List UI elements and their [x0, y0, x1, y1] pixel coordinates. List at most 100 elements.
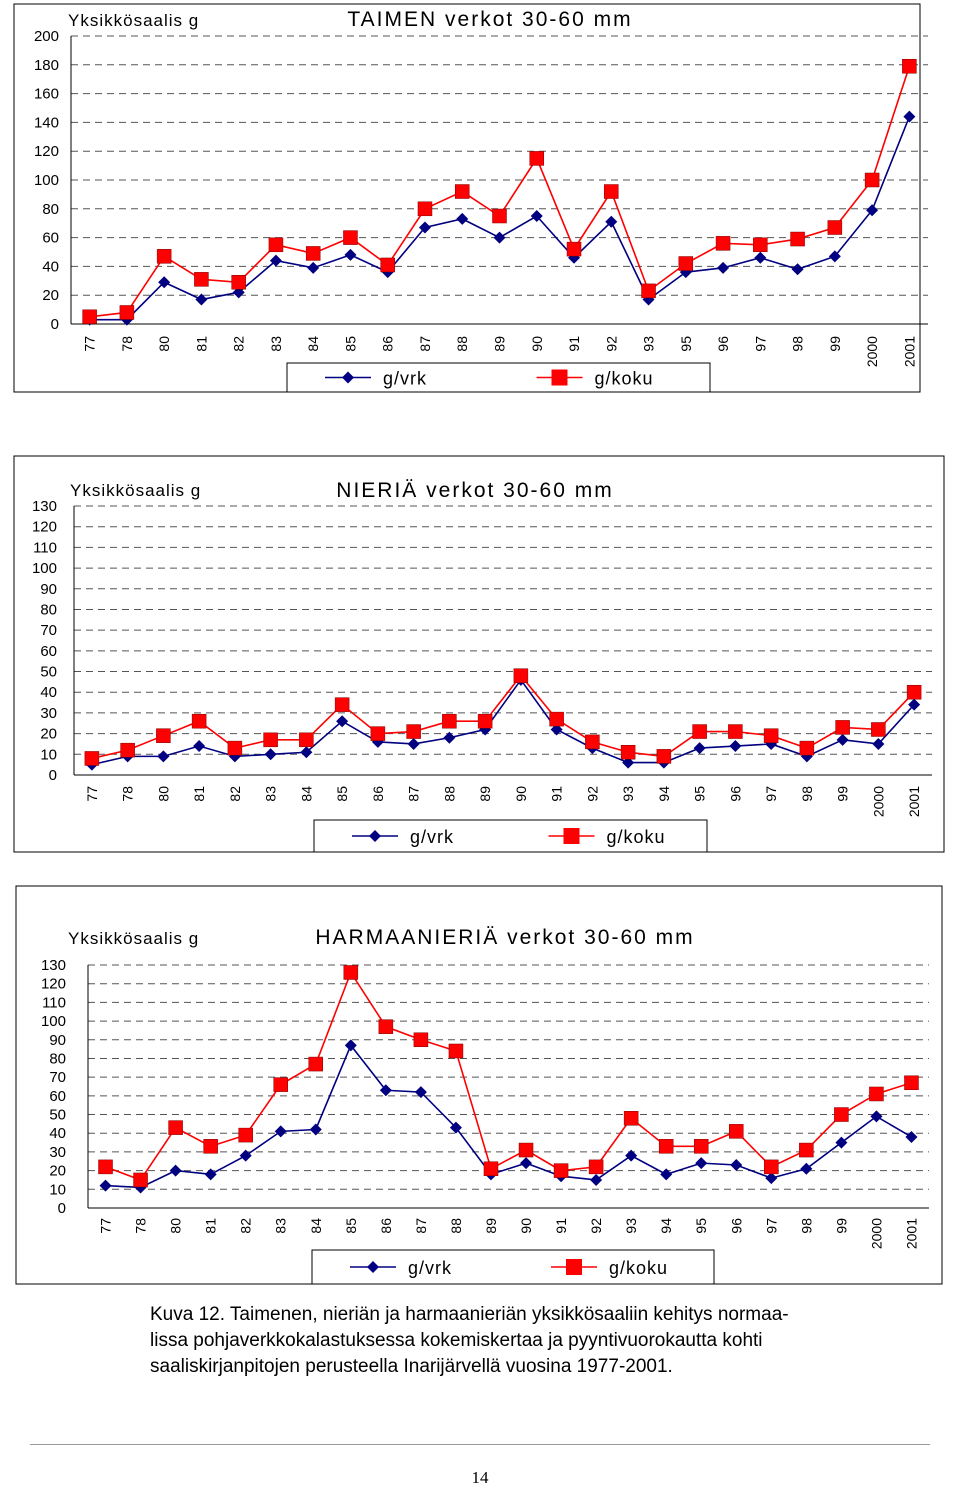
caption-line-2: lissa pohjaverkkokalastuksessa kokemiske… — [150, 1330, 763, 1351]
data-point — [799, 1142, 814, 1158]
data-point — [193, 740, 206, 753]
x-tick-label: 78 — [119, 336, 135, 352]
data-point — [119, 305, 135, 320]
legend-label: g/koku — [607, 827, 666, 847]
x-tick-label: 98 — [790, 336, 806, 352]
series-g-vrk — [85, 673, 921, 771]
data-point — [869, 1086, 884, 1102]
x-tick-label: 78 — [120, 786, 136, 802]
data-point — [620, 744, 636, 760]
y-tick-label: 90 — [49, 1032, 66, 1049]
legend-marker — [566, 1259, 582, 1275]
y-tick-label: 50 — [49, 1107, 66, 1124]
x-tick-label: 89 — [483, 1218, 499, 1234]
data-point — [493, 231, 506, 244]
data-point — [414, 1086, 427, 1099]
data-point — [902, 58, 917, 74]
data-point — [379, 1084, 392, 1097]
data-point — [299, 732, 314, 748]
data-point — [82, 309, 97, 325]
figure-caption: Kuva 12. Taimenen, nieriän ja harmaanier… — [150, 1302, 950, 1380]
x-tick-labels: 77 78 80 81 82 83 84 85 86 87 88 89 90 91 92 93 94 95 96 97… — [98, 1218, 920, 1249]
data-point — [864, 172, 880, 188]
y-tick-label: 30 — [49, 1144, 66, 1161]
x-tick-label: 81 — [193, 336, 209, 352]
data-point — [156, 728, 171, 743]
x-tick-label: 99 — [835, 786, 851, 802]
data-point — [834, 1107, 849, 1122]
data-point — [448, 1043, 464, 1059]
data-point — [717, 261, 730, 274]
x-tick-label: 83 — [268, 336, 284, 352]
x-tick-label: 87 — [413, 1218, 429, 1234]
y-tick-label: 140 — [34, 114, 59, 131]
caption-line-3: saaliskirjanpitojen perusteella Inarijär… — [150, 1356, 673, 1377]
data-point — [908, 698, 921, 711]
y-tick-label: 80 — [42, 201, 59, 218]
data-point — [269, 254, 282, 267]
x-tick-label: 93 — [623, 1218, 639, 1234]
y-tick-label: 10 — [49, 1181, 66, 1198]
data-point — [309, 1123, 322, 1136]
x-tick-label: 2000 — [864, 336, 880, 367]
x-tick-label: 81 — [203, 1218, 219, 1234]
y-gridlines — [88, 964, 929, 1190]
data-point — [835, 720, 850, 735]
legend-label: g/koku — [609, 1258, 668, 1278]
data-point — [764, 1159, 779, 1175]
x-tick-label: 96 — [727, 786, 743, 802]
data-point — [336, 715, 349, 728]
x-tick-label: 85 — [343, 1218, 359, 1234]
data-point — [730, 1159, 743, 1172]
caption-line-1: Kuva 12. Taimenen, nieriän ja harmaanier… — [150, 1302, 950, 1328]
x-tick-label: 2000 — [870, 786, 886, 817]
data-point — [98, 1159, 113, 1175]
x-tick-label: 90 — [513, 786, 529, 802]
data-point — [344, 1039, 357, 1052]
data-point — [443, 731, 456, 744]
data-point — [871, 722, 886, 737]
data-point — [449, 1121, 462, 1134]
y-tick-label: 130 — [41, 957, 66, 974]
data-point — [156, 249, 172, 264]
x-tick-label: 96 — [715, 336, 731, 352]
series-line — [89, 65, 911, 318]
caption-prefix: Kuva 12. — [150, 1304, 225, 1325]
x-tick-label: 94 — [656, 786, 672, 802]
x-tick-label: 2001 — [906, 786, 922, 817]
y-tick-label: 110 — [42, 994, 66, 1011]
chart-2: 0 10 20 30 40 50 60 70 80 90 100 110 120 130 77 78 80 81 8… — [13, 455, 945, 853]
x-tick-label: 97 — [752, 336, 768, 352]
data-point — [168, 1120, 183, 1135]
x-tick-label: 91 — [566, 336, 582, 352]
x-tick-label: 92 — [584, 786, 600, 802]
x-tick-label: 84 — [305, 336, 321, 352]
x-tick-label: 91 — [553, 1218, 569, 1234]
x-tick-label: 97 — [763, 786, 779, 802]
data-point — [203, 1139, 218, 1154]
legend: g/vrk g/koku — [286, 362, 711, 393]
x-tick-label: 84 — [308, 1218, 324, 1234]
legend-marker — [367, 1261, 379, 1273]
data-point — [790, 231, 805, 247]
y-tick-label: 120 — [32, 519, 57, 536]
x-tick-label: 2000 — [868, 1218, 884, 1249]
x-tick-label: 92 — [603, 336, 619, 352]
y-tick-label: 50 — [40, 664, 57, 681]
data-point — [380, 257, 395, 273]
data-point — [799, 740, 815, 756]
x-tick-label: 77 — [84, 786, 100, 802]
x-tick-label: 87 — [417, 336, 433, 352]
data-point — [904, 1075, 919, 1091]
data-point — [157, 750, 170, 763]
data-point — [872, 737, 885, 750]
y-gridlines — [74, 505, 932, 755]
chart-1: 0 20 40 60 80 100 120 140 160 180 200 77 78 80 81 82 83 8… — [13, 3, 928, 393]
x-tick-label: 89 — [492, 336, 508, 352]
data-point — [660, 1168, 673, 1181]
chart-title: HARMAANIERIÄ verkot 30-60 mm — [315, 926, 694, 949]
data-point — [305, 246, 321, 261]
y-tick-label: 90 — [40, 581, 57, 598]
x-tick-label: 95 — [693, 1218, 709, 1234]
